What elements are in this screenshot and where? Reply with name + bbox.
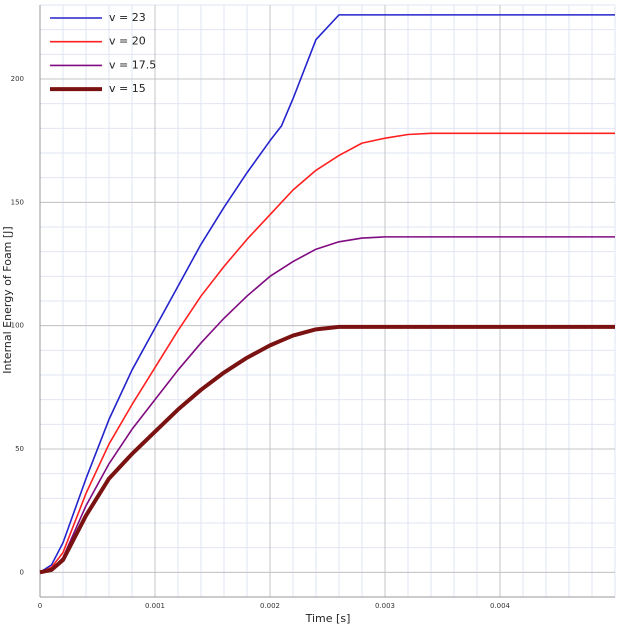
- x-tick-label: 0: [38, 602, 42, 610]
- y-tick-label: 0: [20, 568, 24, 576]
- series-line: [39, 132, 615, 574]
- series-line: [39, 14, 615, 574]
- y-axis-title: Internal Energy of Foam [J]: [1, 226, 14, 373]
- legend-text: v = 20: [109, 35, 146, 48]
- x-tick-label: 0.002: [260, 602, 280, 610]
- y-tick-label: 50: [15, 445, 24, 453]
- legend-text: v = 23: [109, 11, 146, 24]
- y-tick-label: 100: [11, 322, 24, 330]
- legend-text: v = 15: [109, 82, 146, 95]
- x-axis-title: Time [s]: [305, 612, 351, 625]
- x-tick-label: 0.001: [145, 602, 165, 610]
- x-tick-label: 0.003: [375, 602, 395, 610]
- y-tick-label: 150: [11, 198, 24, 206]
- x-tick-label: 0.004: [490, 602, 511, 610]
- legend-text: v = 17.5: [109, 58, 156, 71]
- series-line: [39, 324, 615, 575]
- series-line: [39, 236, 615, 574]
- y-tick-label: 200: [11, 75, 24, 83]
